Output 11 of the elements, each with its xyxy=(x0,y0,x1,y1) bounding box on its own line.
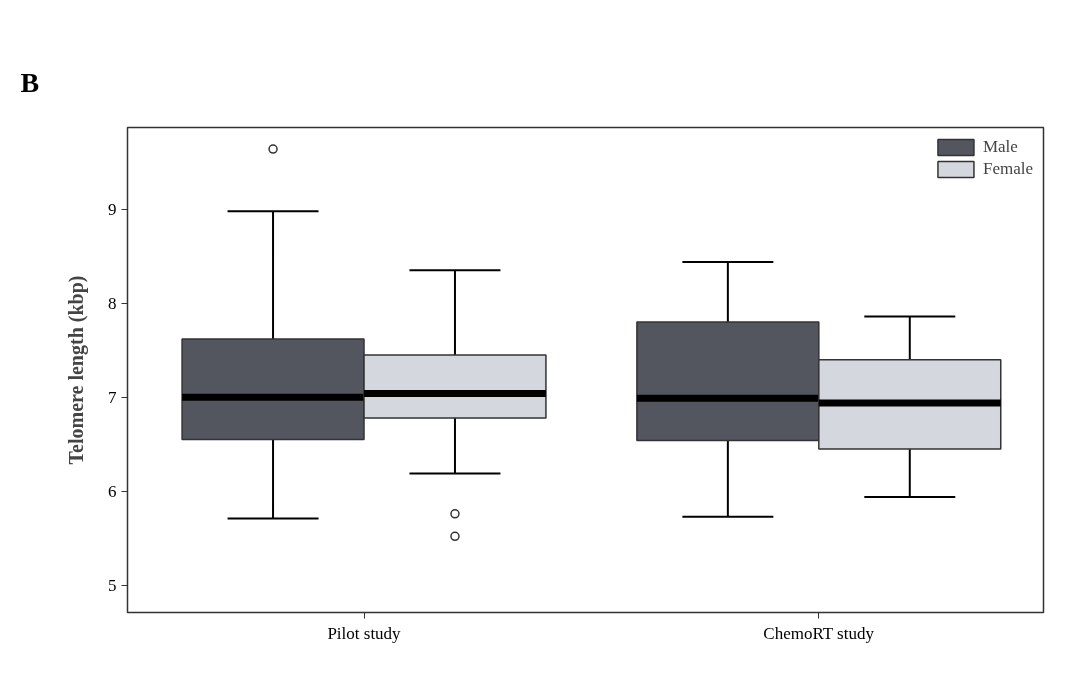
y-axis-title: Telomere length (kbp) xyxy=(65,275,88,465)
x-tick-label: Pilot study xyxy=(327,623,402,643)
x-tick-label: ChemoRT study xyxy=(763,623,875,643)
y-tick-label: 9 xyxy=(108,199,117,219)
y-tick-label: 5 xyxy=(108,575,117,595)
legend-label: Male xyxy=(982,137,1018,157)
y-tick-label: 6 xyxy=(108,481,117,501)
y-tick-label: 7 xyxy=(108,387,117,407)
text: B xyxy=(20,66,40,98)
legend-label: Female xyxy=(982,159,1033,179)
y-tick-label: 8 xyxy=(108,293,117,313)
